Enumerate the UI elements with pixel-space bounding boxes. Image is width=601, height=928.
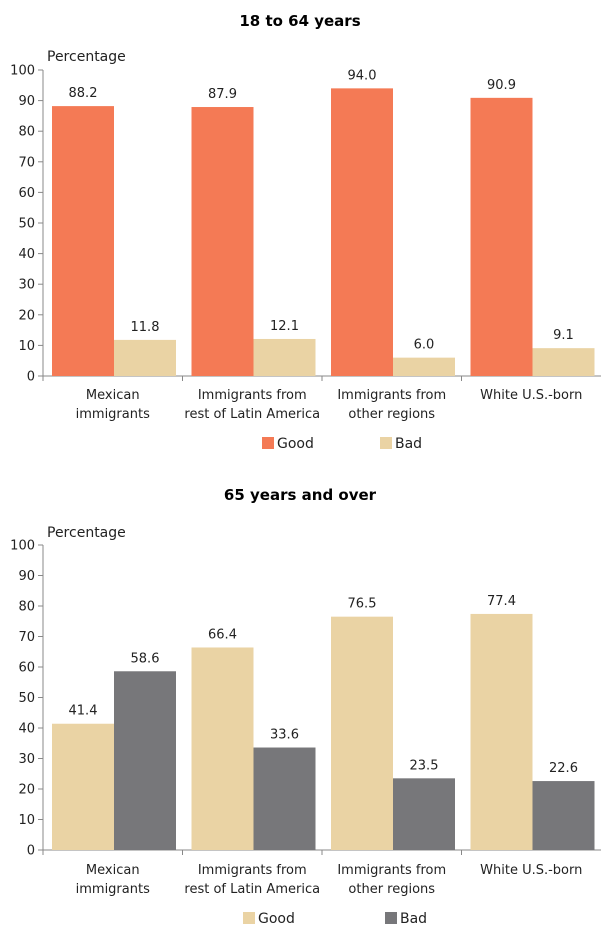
bar-good-4 — [470, 613, 533, 850]
x-category-label-line: Immigrants from — [198, 863, 307, 878]
y-tick-label: 0 — [27, 370, 35, 385]
x-category-label-line: White U.S.-born — [480, 863, 582, 878]
x-category-label-line: other regions — [348, 882, 435, 897]
data-label-good-1: 41.4 — [69, 704, 98, 719]
data-label-bad-2: 33.6 — [270, 728, 299, 743]
data-label-bad-4: 22.6 — [549, 761, 578, 776]
legend-swatch-bad — [385, 912, 397, 924]
x-category-label-line: other regions — [348, 407, 435, 422]
x-category-label-line: Immigrants from — [337, 388, 446, 403]
bar-bad-2 — [253, 747, 316, 850]
bar-good-1 — [52, 723, 114, 850]
data-label-good-3: 94.0 — [348, 68, 377, 83]
data-label-good-2: 87.9 — [208, 87, 237, 102]
x-category-label-line: rest of Latin America — [184, 407, 320, 422]
bar-good-2 — [191, 107, 254, 376]
legend-swatch-good — [262, 437, 274, 449]
legend-label-bad: Bad — [395, 436, 422, 452]
y-tick-label: 20 — [18, 308, 35, 323]
y-tick-label: 90 — [18, 569, 35, 584]
data-label-bad-3: 23.5 — [410, 758, 439, 773]
x-category-label: Immigrants from other regions — [337, 863, 446, 897]
x-category-label-line: immigrants — [76, 407, 150, 422]
data-label-bad-1: 58.6 — [131, 651, 160, 666]
y-tick-label: 30 — [18, 752, 35, 767]
y-tick-label: 50 — [18, 217, 35, 232]
chart-2: 65 years and over Percentage 0 10 20 30 40 50 60… — [10, 486, 601, 927]
y-tick-label: 90 — [18, 94, 35, 109]
legend-label-bad: Bad — [400, 911, 427, 927]
y-tick-label: 10 — [18, 813, 35, 828]
y-tick-label: 20 — [18, 783, 35, 798]
bar-bad-4 — [532, 348, 595, 376]
data-label-good-2: 66.4 — [208, 627, 237, 642]
y-tick-label: 10 — [18, 339, 35, 354]
y-tick-label: 50 — [18, 691, 35, 706]
data-label-good-4: 77.4 — [487, 594, 516, 609]
x-category-label: Immigrants from other regions — [337, 388, 446, 422]
x-category-label-line: rest of Latin America — [184, 882, 320, 897]
bar-bad-3 — [393, 357, 455, 376]
x-category-label-line: Mexican — [86, 388, 140, 403]
x-category-label: White U.S.-born — [480, 388, 582, 403]
legend-label-good: Good — [258, 911, 295, 927]
y-tick-label: 80 — [18, 600, 35, 615]
bar-bad-2 — [253, 338, 316, 376]
bar-good-2 — [191, 647, 254, 850]
bar-good-4 — [470, 97, 533, 376]
data-label-bad-3: 6.0 — [414, 338, 435, 353]
bar-good-3 — [331, 88, 393, 377]
y-tick-label: 60 — [18, 661, 35, 676]
data-label-bad-2: 12.1 — [270, 319, 299, 334]
y-tick-label: 70 — [18, 630, 35, 645]
y-tick-label: 100 — [10, 539, 35, 554]
x-category-label-line: immigrants — [76, 882, 150, 897]
y-tick-label: 0 — [27, 844, 35, 859]
chart-1: 18 to 64 years Percentage 0 10 20 30 40 50 60 70 8… — [10, 12, 601, 452]
data-label-good-1: 88.2 — [69, 86, 98, 101]
y-tick-label: 30 — [18, 278, 35, 293]
bar-bad-3 — [393, 778, 455, 850]
data-label-bad-1: 11.8 — [131, 320, 160, 335]
chart-title: 65 years and over — [224, 486, 377, 504]
bar-bad-4 — [532, 781, 595, 850]
y-tick-label: 80 — [18, 125, 35, 140]
data-label-good-3: 76.5 — [348, 597, 377, 612]
legend-label-good: Good — [277, 436, 314, 452]
y-axis-title: Percentage — [47, 49, 126, 65]
x-category-label-line: Immigrants from — [337, 863, 446, 878]
legend-swatch-bad — [380, 437, 392, 449]
y-tick-label: 100 — [10, 64, 35, 79]
x-category-label-line: Immigrants from — [198, 388, 307, 403]
data-label-good-4: 90.9 — [487, 78, 516, 93]
x-category-label-line: White U.S.-born — [480, 388, 582, 403]
y-tick-label: 40 — [18, 247, 35, 262]
x-category-label: Immigrants from rest of Latin America — [184, 863, 320, 897]
x-category-label-line: Mexican — [86, 863, 140, 878]
y-tick-label: 60 — [18, 186, 35, 201]
x-category-label: Mexican immigrants — [76, 863, 150, 897]
bar-bad-1 — [114, 339, 176, 376]
bar-good-3 — [331, 616, 393, 850]
x-category-label: Mexican immigrants — [76, 388, 150, 422]
y-axis-title: Percentage — [47, 525, 126, 541]
bar-good-1 — [52, 106, 114, 376]
legend-swatch-good — [243, 912, 255, 924]
y-tick-label: 70 — [18, 155, 35, 170]
y-tick-label: 40 — [18, 722, 35, 737]
chart-title: 18 to 64 years — [239, 12, 360, 30]
bar-bad-1 — [114, 671, 176, 850]
x-category-label: White U.S.-born — [480, 863, 582, 878]
data-label-bad-4: 9.1 — [553, 328, 574, 343]
x-category-label: Immigrants from rest of Latin America — [184, 388, 320, 422]
